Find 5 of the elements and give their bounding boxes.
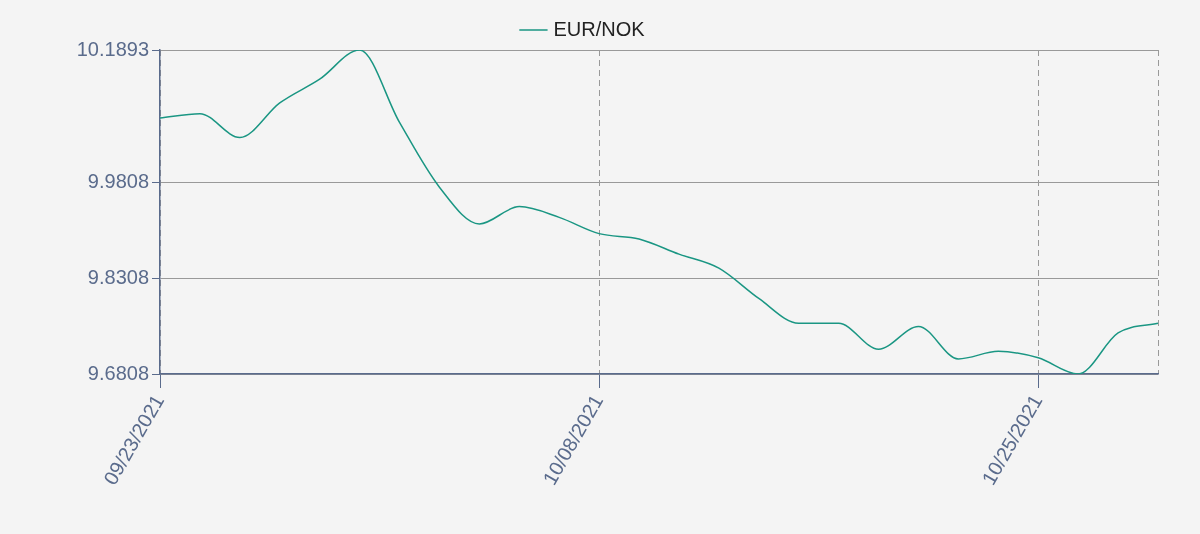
y-tick-label: 9.6808 bbox=[87, 361, 149, 384]
y-tick-label: 9.8308 bbox=[87, 265, 149, 288]
y-tick-label: 9.9808 bbox=[87, 170, 149, 193]
legend-label: EUR/NOK bbox=[553, 17, 646, 40]
y-tick-label: 10.1893 bbox=[76, 37, 149, 60]
